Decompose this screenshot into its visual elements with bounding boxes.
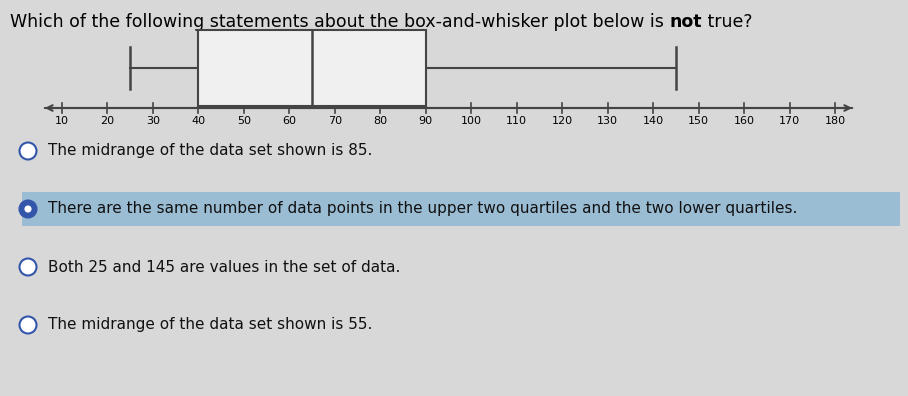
Text: 30: 30 bbox=[146, 116, 160, 126]
Text: 50: 50 bbox=[237, 116, 251, 126]
Text: 20: 20 bbox=[101, 116, 114, 126]
Text: 150: 150 bbox=[688, 116, 709, 126]
Circle shape bbox=[19, 200, 36, 217]
Text: 140: 140 bbox=[643, 116, 664, 126]
Text: 120: 120 bbox=[552, 116, 573, 126]
Text: 10: 10 bbox=[55, 116, 69, 126]
Text: 160: 160 bbox=[734, 116, 755, 126]
Text: 180: 180 bbox=[824, 116, 845, 126]
Circle shape bbox=[19, 259, 36, 276]
Text: 130: 130 bbox=[597, 116, 618, 126]
Text: 60: 60 bbox=[282, 116, 296, 126]
Text: Which of the following statements about the box-and-whisker plot below is: Which of the following statements about … bbox=[10, 13, 669, 31]
Circle shape bbox=[25, 206, 32, 213]
Text: The midrange of the data set shown is 85.: The midrange of the data set shown is 85… bbox=[48, 143, 372, 158]
Bar bbox=[22, 192, 900, 226]
Text: 90: 90 bbox=[419, 116, 433, 126]
Text: 80: 80 bbox=[373, 116, 388, 126]
Text: 170: 170 bbox=[779, 116, 800, 126]
Text: 100: 100 bbox=[460, 116, 482, 126]
Bar bbox=[199, 30, 426, 106]
Text: 40: 40 bbox=[192, 116, 205, 126]
Text: Both 25 and 145 are values in the set of data.: Both 25 and 145 are values in the set of… bbox=[48, 259, 400, 274]
Text: There are the same number of data points in the upper two quartiles and the two : There are the same number of data points… bbox=[48, 202, 797, 217]
Text: The midrange of the data set shown is 55.: The midrange of the data set shown is 55… bbox=[48, 318, 372, 333]
Text: 110: 110 bbox=[506, 116, 528, 126]
Circle shape bbox=[19, 316, 36, 333]
Text: true?: true? bbox=[702, 13, 753, 31]
Circle shape bbox=[19, 143, 36, 160]
Text: not: not bbox=[669, 13, 702, 31]
Text: 70: 70 bbox=[328, 116, 342, 126]
